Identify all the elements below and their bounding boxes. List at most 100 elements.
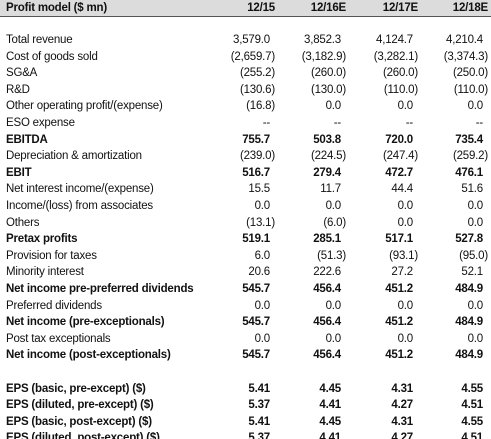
row-value: 52.1	[461, 266, 483, 279]
row-value: 0.0	[254, 332, 271, 345]
row-label: SG&A	[6, 67, 38, 80]
row-value: 0.0	[254, 200, 271, 212]
row-label: Net interest income/(expense)	[6, 183, 154, 196]
row-label: Others	[6, 216, 40, 229]
row-value: 545.7	[242, 316, 270, 329]
row-value: 4.55	[461, 382, 483, 395]
table-header	[0, 0, 491, 17]
row-label: EPS (diluted, post-except) ($)	[6, 432, 160, 439]
row-label: Total revenue	[6, 34, 73, 46]
row-value: (3,374.3)	[443, 50, 488, 63]
row-label: EBITDA	[6, 133, 48, 146]
row-value: 0.0	[325, 200, 342, 212]
row-value: (239.0)	[239, 150, 275, 163]
row-value: 222.6	[313, 266, 341, 279]
row-label: Cost of goods sold	[6, 50, 98, 63]
row-label: Income/(loss) from associates	[6, 200, 153, 212]
row-value: 3,852.3	[304, 34, 341, 46]
row-value: 285.1	[313, 233, 341, 246]
row-value: 0.0	[467, 200, 484, 212]
header-title: Profit model ($ mn)	[6, 2, 107, 14]
row-value: 5.41	[248, 415, 270, 428]
row-value: 0.0	[325, 332, 342, 345]
row-value: 15.5	[248, 183, 270, 196]
row-value: 472.7	[385, 166, 413, 179]
row-value: (6.0)	[323, 216, 346, 229]
row-value: --	[333, 117, 341, 129]
row-value: --	[405, 117, 413, 129]
row-value: 5.37	[248, 399, 270, 412]
row-value: (250.0)	[452, 67, 488, 80]
row-value: 451.2	[385, 283, 413, 295]
row-value: 4.41	[319, 399, 341, 412]
row-label: Net income (pre-exceptionals)	[6, 316, 165, 329]
row-value: 456.4	[313, 316, 341, 329]
row-value: (2,659.7)	[230, 50, 275, 63]
row-value: (16.8)	[246, 100, 275, 113]
row-value: 0.0	[467, 216, 484, 229]
row-value: (51.3)	[317, 249, 346, 262]
row-value: (110.0)	[383, 83, 418, 96]
row-value: 20.6	[248, 266, 270, 279]
column-header: 12/16E	[310, 2, 346, 14]
row-label: Pretax profits	[6, 233, 78, 246]
column-header: 12/15	[247, 2, 275, 14]
row-value: 4.51	[461, 399, 483, 412]
row-value: 4,124.7	[376, 34, 413, 46]
row-value: (247.4)	[382, 150, 418, 163]
row-value: (130.6)	[239, 83, 275, 96]
row-value: 4.45	[319, 415, 341, 428]
row-label: EPS (diluted, pre-except) ($)	[6, 399, 154, 412]
row-value: (95.0)	[459, 249, 488, 262]
row-value: 11.7	[320, 183, 341, 196]
row-value: 451.2	[385, 349, 413, 362]
row-value: 484.9	[455, 316, 483, 329]
row-value: 4.31	[391, 415, 413, 428]
row-value: 516.7	[242, 166, 270, 179]
row-value: 4.41	[319, 432, 341, 439]
row-label: R&D	[6, 83, 30, 96]
column-header: 12/17E	[382, 2, 418, 14]
row-value: 476.1	[455, 166, 483, 179]
row-value: 755.7	[242, 133, 270, 146]
row-label: Minority interest	[6, 266, 84, 279]
row-label: Net income (post-exceptionals)	[6, 349, 171, 362]
row-value: (260.0)	[310, 67, 346, 80]
row-value: (110.0)	[453, 83, 488, 96]
row-value: (130.0)	[310, 83, 346, 96]
row-value: (260.0)	[382, 67, 418, 80]
row-value: 279.4	[313, 166, 341, 179]
row-value: (255.2)	[239, 67, 275, 80]
row-value: (93.1)	[389, 249, 418, 262]
row-label: EBIT	[6, 166, 32, 179]
row-value: 456.4	[313, 349, 341, 362]
row-value: (259.2)	[452, 150, 488, 163]
row-value: 484.9	[455, 283, 483, 295]
row-value: --	[262, 117, 270, 129]
row-value: 545.7	[242, 349, 270, 362]
row-value: 545.7	[242, 283, 270, 295]
row-value: 0.0	[325, 299, 342, 312]
row-value: --	[475, 117, 483, 129]
row-value: (224.5)	[310, 150, 346, 163]
row-value: 51.6	[461, 183, 483, 196]
row-value: 4.55	[461, 415, 483, 428]
row-value: 0.0	[397, 299, 414, 312]
row-label: EPS (basic, pre-except) ($)	[6, 382, 146, 395]
row-label: Net income pre-preferred dividends	[6, 283, 194, 295]
row-label: ESO expense	[6, 117, 75, 129]
row-value: 517.1	[385, 233, 413, 246]
row-value: 0.0	[397, 216, 414, 229]
row-value: 4.27	[391, 399, 413, 412]
row-label: Depreciation & amortization	[6, 150, 142, 163]
row-value: (3,182.9)	[301, 50, 346, 63]
row-value: 720.0	[385, 133, 413, 146]
row-value: 0.0	[325, 100, 342, 113]
row-label: Post tax exceptionals	[6, 332, 111, 345]
row-value: 0.0	[467, 100, 484, 113]
row-label: Provision for taxes	[6, 249, 97, 262]
row-value: 27.2	[391, 266, 413, 279]
row-value: (3,282.1)	[373, 50, 418, 63]
row-value: 44.4	[391, 183, 413, 196]
